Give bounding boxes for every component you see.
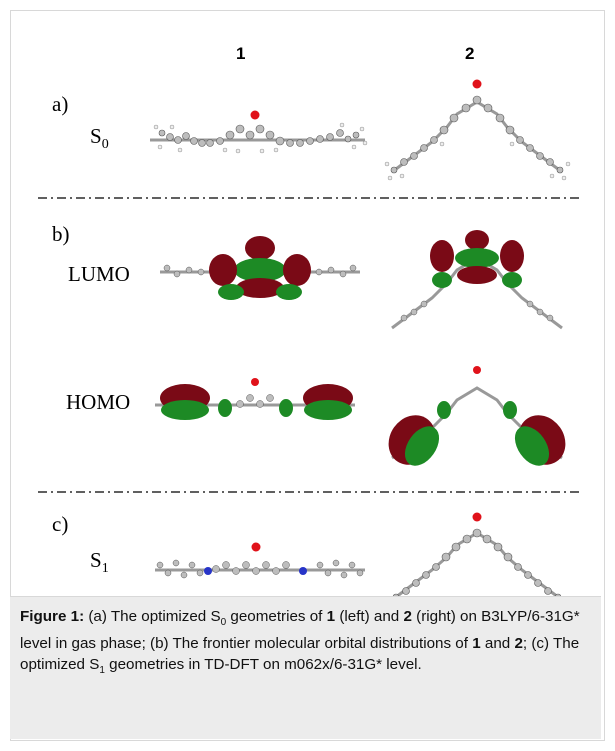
column-header-1: 1 [236,44,246,63]
panel-label-c: c) [52,512,69,536]
dash-dot-divider [38,197,583,199]
state-label-homo: HOMO [66,390,131,414]
homo-orbital-1 [155,378,355,420]
oxygen-atom-icon [472,79,482,89]
panel-label-b: b) [52,222,70,246]
state-label-lumo: LUMO [68,262,130,286]
column-header-2: 2 [465,44,475,63]
oxygen-atom-icon [472,512,482,522]
molecule-2-s1 [391,512,563,602]
lumo-orbital-1 [160,236,360,300]
caption-text: Figure 1: (a) The optimized S0 geometrie… [20,608,580,677]
figure-caption: Figure 1: (a) The optimized S0 geometrie… [10,596,601,739]
oxygen-atom-icon [251,542,261,552]
panel-label-a: a) [52,92,69,116]
state-label-s1: S1 [90,548,109,577]
lumo-orbital-2 [391,230,563,330]
molecule-1-s1 [155,542,365,579]
homo-orbital-2 [388,366,566,466]
molecule-1-s0 [150,110,368,154]
molecule-2-s0 [384,79,571,181]
oxygen-atom-icon [250,110,260,120]
nitrogen-atom-icon [204,567,212,575]
state-label-s0: S0 [90,124,109,153]
nitrogen-atom-icon [299,567,307,575]
dash-dot-divider [38,491,583,493]
